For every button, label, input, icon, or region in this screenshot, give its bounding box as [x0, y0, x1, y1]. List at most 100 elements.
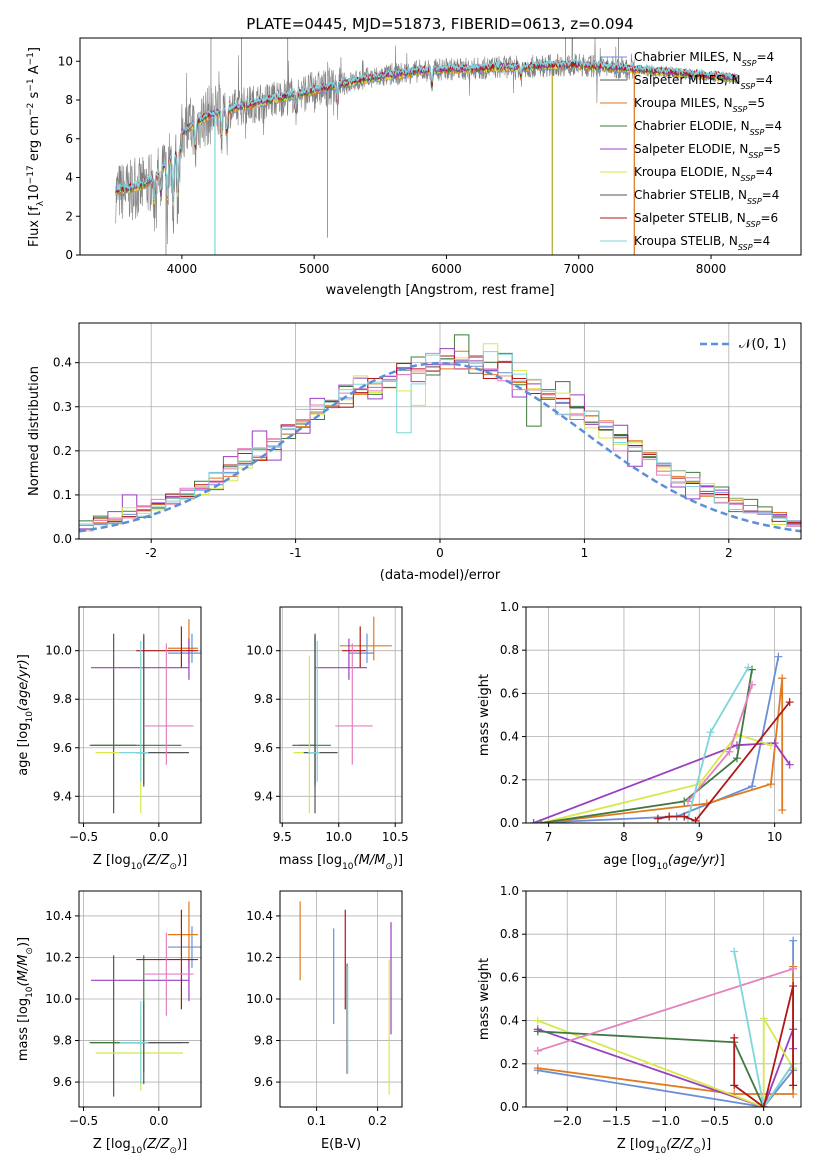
- weight-line-salpeter_stelib: [733, 985, 794, 1107]
- weight-line-kroupa_stelib: [733, 951, 794, 1107]
- age-mass-grid: [280, 607, 402, 823]
- x-tick-label: -2: [145, 546, 157, 560]
- weight-marker: [766, 780, 775, 789]
- residual-legend: 𝒩(0, 1): [700, 337, 786, 352]
- x-tick-label: −0.5: [69, 830, 98, 844]
- x-tick-label: 0.2: [368, 1114, 387, 1128]
- weight-marker: [778, 674, 787, 683]
- mass-vs-metallicity-panel: −0.5 0.0 9.6 9.8 10.0 10.2 10.4 Z [log10(Z/Z⊙)…: [16, 890, 202, 1156]
- x-tick-label: 0.0: [754, 1114, 773, 1128]
- y-tick-label: 9.8: [254, 692, 273, 706]
- x-tick-label: 9: [695, 830, 703, 844]
- residual-ylabel: Normed distribution: [27, 366, 42, 496]
- y-tick-label: 1.0: [500, 884, 519, 898]
- legend-label: Salpeter MILES, NSSP=4: [634, 73, 773, 91]
- weight-marker: [537, 819, 546, 823]
- weight-marker: [785, 698, 794, 707]
- weight-line-chabrier_miles: [533, 656, 780, 823]
- y-tick-label: 10.2: [45, 950, 72, 964]
- weight-marker: [748, 665, 757, 674]
- x-tick-label: −0.5: [69, 1114, 98, 1128]
- weight-z-axes-frame: [525, 890, 802, 1108]
- weight-marker: [748, 680, 757, 689]
- y-tick-label: 4: [65, 171, 73, 185]
- y-tick-label: 0.4: [500, 730, 519, 744]
- x-tick-label: 5000: [299, 262, 330, 276]
- x-tick-label: 8: [620, 830, 628, 844]
- spectrum-panel: Chabrier MILES, NSSP=4 Salpeter MILES, NS…: [26, 37, 802, 298]
- weight-line-pink: [537, 967, 794, 1052]
- figure-title: PLATE=0445, MJD=51873, FIBERID=0613, z=0…: [246, 15, 633, 33]
- legend-label: Chabrier MILES, NSSP=4: [634, 50, 774, 68]
- legend-label: Kroupa ELODIE, NSSP=4: [634, 165, 773, 183]
- age-vs-metallicity-panel: −0.5 0.0 9.4 9.6 9.8 10.0 Z [log10(Z/Z⊙)] age…: [16, 606, 202, 872]
- weight-marker: [725, 747, 734, 756]
- y-tick-label: 0: [65, 248, 73, 262]
- legend-label: Kroupa MILES, NSSP=5: [634, 96, 765, 114]
- mass-z-plot-area: [89, 901, 201, 1097]
- x-tick-label: 0.0: [149, 1114, 168, 1128]
- mass-ebv-plot-area: [299, 901, 392, 1095]
- y-tick-label: 0.2: [53, 444, 72, 458]
- x-tick-label: 0: [436, 546, 444, 560]
- y-tick-label: 9.6: [53, 741, 72, 755]
- weight-age-xlabel: age [log10(age/yr)]: [603, 853, 725, 872]
- weight-marker: [730, 1033, 739, 1042]
- y-tick-label: 0.1: [53, 488, 72, 502]
- observed-spectrum: [115, 38, 635, 245]
- y-tick-label: 0.4: [53, 356, 72, 370]
- weight-marker: [732, 754, 741, 763]
- y-tick-label: 0.0: [53, 532, 72, 546]
- weight-marker: [759, 1103, 768, 1107]
- legend-label: Chabrier STELIB, NSSP=4: [634, 188, 779, 206]
- mass-vs-extinction-panel: 0.1 0.2 9.6 9.8 10.0 10.2 10.4 E(B-V): [246, 890, 403, 1152]
- y-tick-label: 6: [65, 132, 73, 146]
- weight-z-ylabel: mass weight: [477, 958, 492, 1040]
- legend-label: Salpeter STELIB, NSSP=6: [634, 211, 778, 229]
- y-tick-label: 0.8: [500, 927, 519, 941]
- y-tick-label: 1.0: [500, 600, 519, 614]
- spectrum-ticks: 4000 5000 6000 7000 8000 0 2 4 6 8 10: [58, 54, 727, 276]
- weight-marker: [533, 1046, 542, 1055]
- y-tick-label: 9.4: [254, 789, 273, 803]
- residual-ticks: -2 -1 0 1 2 0.0 0.1 0.2 0.3 0.4: [53, 356, 733, 560]
- mass-weight-vs-metallicity-panel: −2.0 −1.5 −1.0 −0.5 0.0 0.0 0.2 0.4 0.6 0.8 1.0 Z …: [477, 884, 802, 1156]
- x-tick-label: −1.0: [651, 1114, 680, 1128]
- y-tick-label: 9.6: [254, 741, 273, 755]
- age-mass-xlabel: mass [log10(M/M⊙)]: [279, 853, 403, 872]
- age-mass-ticks: 9.5 10.0 10.5 9.4 9.6 9.8 10.0: [246, 644, 408, 844]
- y-tick-label: 0.4: [500, 1014, 519, 1028]
- weight-age-ylabel: mass weight: [477, 674, 492, 756]
- y-tick-label: 0.0: [500, 816, 519, 830]
- weight-marker: [789, 1090, 798, 1099]
- x-tick-label: 8000: [696, 262, 727, 276]
- y-tick-label: 10.0: [246, 644, 273, 658]
- mass-z-ylabel: mass [log10(M/M⊙)]: [16, 937, 35, 1061]
- weight-marker: [706, 728, 715, 737]
- weight-z-xlabel: Z [log10(Z/Z⊙)]: [617, 1137, 711, 1156]
- normal-legend-label: 𝒩(0, 1): [739, 337, 786, 352]
- age-mass-plot-area: [292, 616, 392, 814]
- weight-marker: [533, 1016, 542, 1025]
- weight-marker: [533, 1027, 542, 1036]
- x-tick-label: -1: [290, 546, 302, 560]
- age-z-plot-area: [89, 619, 201, 814]
- weight-marker: [533, 1064, 542, 1073]
- x-tick-label: 9.5: [273, 830, 292, 844]
- mass-z-grid: [79, 891, 201, 1107]
- x-tick-label: 10: [767, 830, 782, 844]
- normal-curve: [79, 361, 801, 533]
- y-tick-label: 2: [65, 209, 73, 223]
- weight-marker: [759, 1014, 768, 1023]
- y-tick-label: 0.2: [500, 773, 519, 787]
- weight-marker: [789, 964, 798, 973]
- y-tick-label: 8: [65, 93, 73, 107]
- weight-marker: [744, 663, 753, 672]
- weight-age-ticks: 7 8 9 10 0.0 0.2 0.4 0.6 0.8 1.0: [500, 600, 782, 844]
- y-tick-label: 10.0: [45, 992, 72, 1006]
- spectrum-axes-frame: [79, 37, 802, 256]
- weight-line-chabrier_elodie: [540, 669, 753, 823]
- weight-marker: [789, 1081, 798, 1090]
- mass-ebv-xlabel: E(B-V): [321, 1137, 361, 1152]
- y-tick-label: 9.6: [53, 1075, 72, 1089]
